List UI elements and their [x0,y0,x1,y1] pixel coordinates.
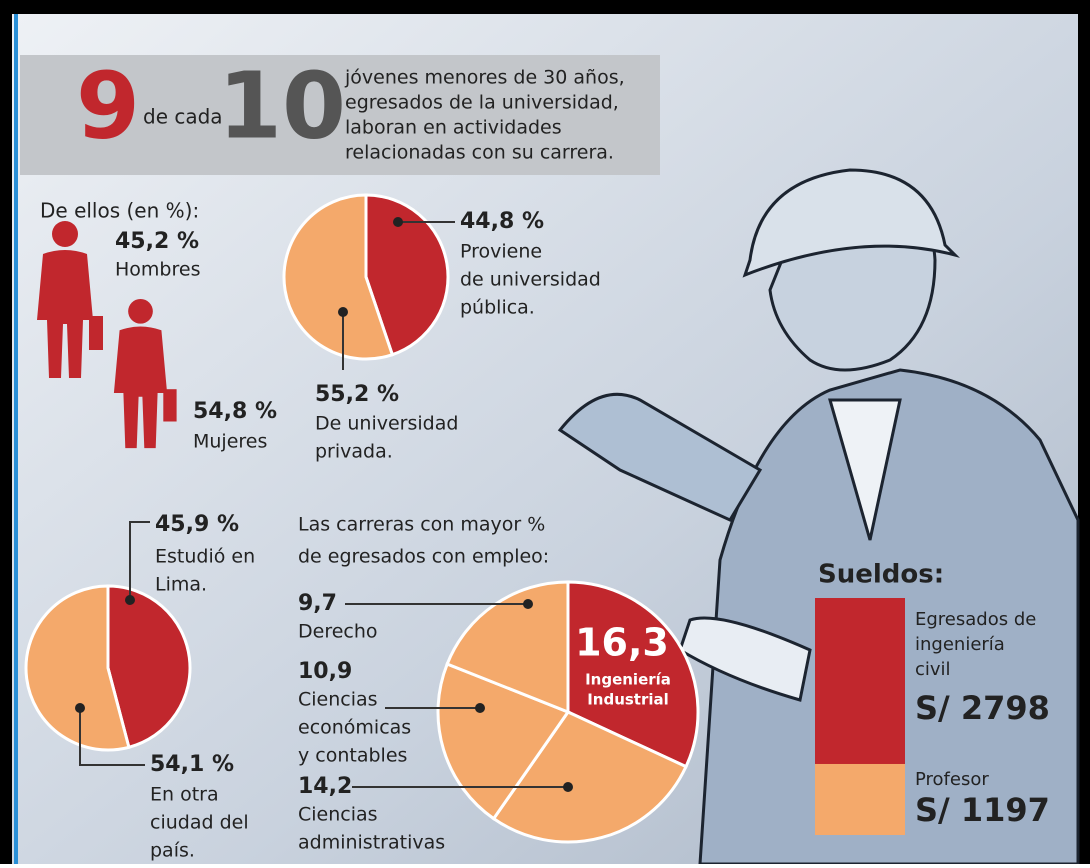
label-line: civil [915,659,951,680]
leader-dot [563,782,573,792]
leader-line [79,708,145,766]
pie-slice [24,584,131,752]
label-line: Lima. [155,574,207,596]
value-label: 54,1 % [150,752,234,777]
leader-dot [475,703,485,713]
leader-dot [523,599,533,609]
leader-dot [338,307,348,317]
icon-bag [89,316,103,350]
value-label: 16,3 [575,621,669,665]
pie-slice [566,580,700,769]
chart-title: De ellos (en %): [40,199,199,223]
label-line: De universidad [315,413,458,435]
person-icon [37,221,103,378]
header-band [20,55,660,175]
icon-body [113,326,168,449]
header-number: 9 [76,52,140,159]
pie-slice [364,193,450,357]
label-line: Ciencias [298,804,378,826]
value-label: 44,8 % [460,209,544,234]
icon-bag [163,389,177,422]
category-label: Hombres [115,259,200,281]
label-line: y contables [298,745,407,767]
label-line: ciudad del [150,812,249,834]
label-line: pública. [460,297,535,319]
value-label: 9,7 [298,591,337,616]
leader-line [129,521,150,600]
pie-slice [282,193,395,361]
header-line: relacionadas con su carrera. [345,142,614,164]
leader-dot [125,595,135,605]
pie-slice [491,710,688,844]
label-line: Industrial [587,691,669,709]
value-label: 45,9 % [155,512,239,537]
leader-dot [75,703,85,713]
label-line: Derecho [298,621,378,643]
bar-segment [815,763,905,835]
chart-title: Sueldos: [818,560,944,590]
label-line: de egresados con empleo: [298,546,549,568]
bar-segment [815,598,905,764]
pie-slice [436,662,571,821]
header-line: laboran en actividades [345,117,562,139]
header-line: jóvenes menores de 30 años, [344,67,625,89]
label-line: privada. [315,441,393,463]
value-label: 55,2 % [315,382,399,407]
label-line: Egresados de [915,609,1036,630]
label-line: Ciencias [298,689,378,711]
label-line: ingeniería [915,634,1005,655]
header-number: 10 [218,52,346,159]
label-line: de universidad [460,269,601,291]
value-label: 45,2 % [115,229,199,254]
label-line: Las carreras con mayor % [298,514,545,536]
label-line: Ingeniería [585,671,671,689]
label-line: administrativas [298,832,445,854]
value-label: S/ 1197 [915,791,1050,829]
icon-body [37,250,93,378]
label-line: económicas [298,717,411,739]
header-line: egresados de la universidad, [345,92,619,114]
label-line: país. [150,840,195,862]
person-icon [113,298,177,449]
label-line: Estudió en [155,546,255,568]
label-line: Profesor [915,769,989,790]
value-label: 54,8 % [193,399,277,424]
blue-edge [14,14,18,864]
label-line: Proviene [460,241,542,263]
value-label: 10,9 [298,659,352,684]
value-label: 14,2 [298,774,352,799]
leader-dot [393,217,403,227]
label-line: En otra [150,784,219,806]
icon-head [128,298,153,324]
header-text: de cada [143,105,223,129]
category-label: Mujeres [193,431,267,453]
icon-head [52,221,78,247]
pie-slice [106,584,192,750]
value-label: S/ 2798 [915,689,1050,727]
